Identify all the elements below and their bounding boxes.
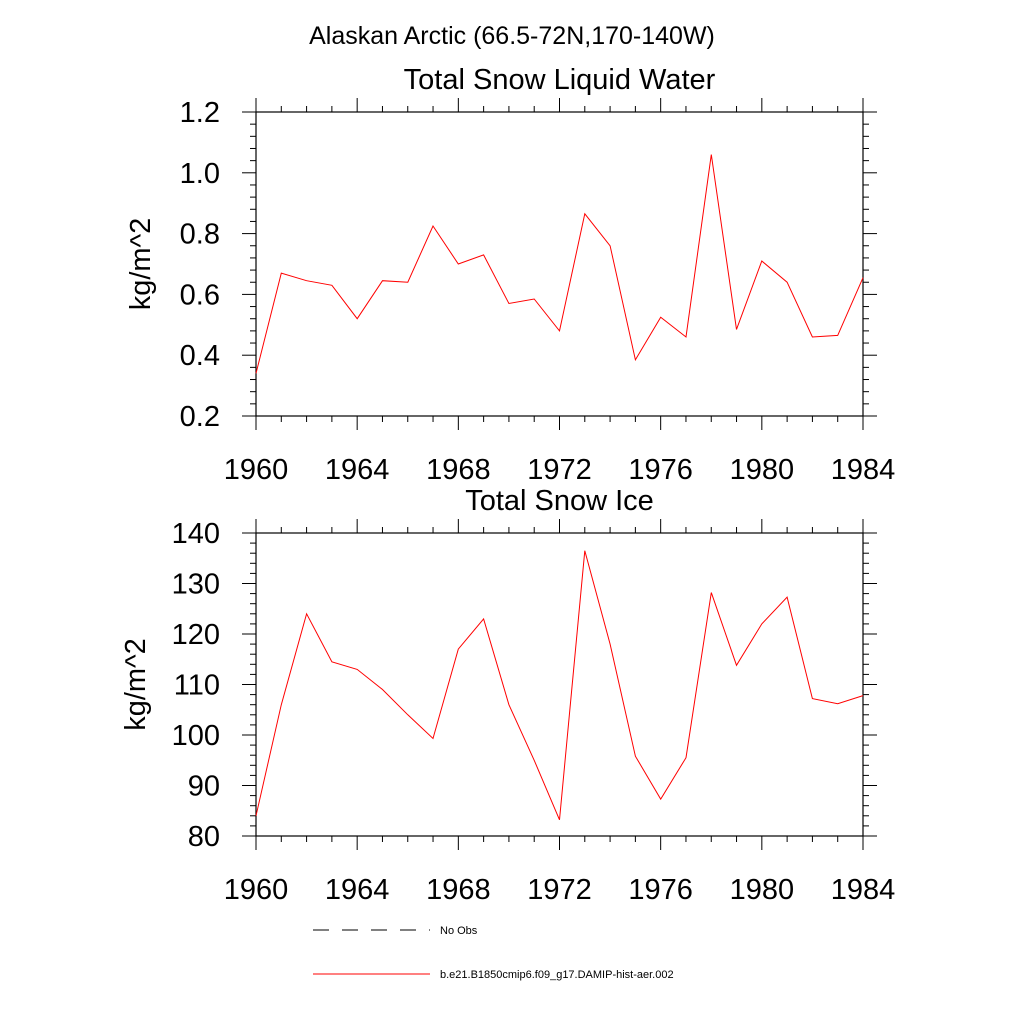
data-point bbox=[356, 669, 358, 671]
data-point bbox=[609, 245, 611, 247]
data-point bbox=[685, 757, 687, 759]
data-point bbox=[280, 704, 282, 706]
x-tick-label: 1984 bbox=[831, 874, 896, 906]
data-point bbox=[255, 815, 257, 817]
data-point bbox=[559, 330, 561, 332]
panel-snow-liquid-water: Total Snow Liquid Water 1960 1964 1968 1972 1… bbox=[125, 64, 895, 486]
data-point bbox=[609, 643, 611, 645]
data-point bbox=[736, 665, 738, 667]
series-line bbox=[255, 550, 864, 820]
x-tick-label: 1960 bbox=[224, 874, 289, 906]
x-tick-label: 1980 bbox=[730, 454, 795, 486]
legend-label-model: b.e21.B1850cmip6.f09_g17.DAMIP-hist-aer.… bbox=[440, 969, 674, 981]
data-point bbox=[382, 280, 384, 282]
data-point bbox=[508, 704, 510, 706]
y-tick-label: 0.2 bbox=[180, 401, 220, 433]
data-point bbox=[382, 689, 384, 691]
y-tick-label: 0.8 bbox=[180, 219, 220, 251]
data-point bbox=[685, 336, 687, 338]
series-line bbox=[255, 154, 864, 374]
data-point bbox=[837, 703, 839, 705]
data-point bbox=[407, 714, 409, 716]
data-point bbox=[432, 225, 434, 227]
data-point bbox=[432, 738, 434, 740]
x-tick-label: 1968 bbox=[426, 874, 491, 906]
legend-label-no-obs: No Obs bbox=[440, 925, 478, 937]
x-tick-label: 1984 bbox=[831, 454, 896, 486]
data-point bbox=[584, 213, 586, 215]
data-point bbox=[812, 336, 814, 338]
data-point bbox=[761, 260, 763, 262]
x-tick-label: 1964 bbox=[325, 874, 390, 906]
legend: No Obs b.e21.B1850cmip6.f09_g17.DAMIP-hi… bbox=[313, 925, 674, 981]
data-point bbox=[533, 759, 535, 761]
panel-snow-ice: Total Snow Ice 1960 1964 1968 1972 1976 1980 19… bbox=[120, 485, 895, 906]
y-tick-label: 140 bbox=[172, 518, 220, 550]
x-tick-label: 1980 bbox=[730, 874, 795, 906]
data-point bbox=[331, 661, 333, 663]
data-point bbox=[458, 263, 460, 265]
x-tick-label: 1972 bbox=[527, 454, 592, 486]
data-point bbox=[710, 592, 712, 594]
y-tick-label: 100 bbox=[172, 720, 220, 752]
data-point bbox=[812, 698, 814, 700]
data-point bbox=[635, 359, 637, 361]
data-point bbox=[508, 303, 510, 305]
data-point bbox=[356, 318, 358, 320]
y-tick-label: 0.6 bbox=[180, 279, 220, 311]
x-tick-label: 1968 bbox=[426, 454, 491, 486]
x-tick-label: 1964 bbox=[325, 454, 390, 486]
data-point bbox=[660, 798, 662, 800]
data-point bbox=[635, 755, 637, 757]
data-point bbox=[306, 613, 308, 615]
x-tick-label: 1972 bbox=[527, 874, 592, 906]
data-point bbox=[761, 623, 763, 625]
y-tick-label: 110 bbox=[174, 670, 220, 702]
y-tick-label: 0.4 bbox=[180, 340, 220, 372]
figure-title: Alaskan Arctic (66.5-72N,170-140W) bbox=[309, 22, 715, 50]
panel-title: Total Snow Ice bbox=[465, 485, 654, 517]
data-point bbox=[407, 281, 409, 283]
y-tick-label: 90 bbox=[188, 771, 220, 803]
data-point bbox=[862, 277, 864, 279]
data-point bbox=[458, 648, 460, 650]
plot-frame bbox=[255, 532, 864, 837]
data-point bbox=[786, 596, 788, 598]
data-point bbox=[533, 298, 535, 300]
panel-title: Total Snow Liquid Water bbox=[404, 64, 716, 96]
data-point bbox=[862, 695, 864, 697]
data-point bbox=[255, 373, 257, 375]
plot-frame bbox=[255, 111, 864, 417]
y-tick-label: 1.2 bbox=[180, 97, 220, 129]
data-point bbox=[483, 618, 485, 620]
data-point bbox=[736, 329, 738, 331]
data-point bbox=[660, 316, 662, 318]
y-tick-label: 80 bbox=[188, 821, 220, 853]
data-point bbox=[559, 819, 561, 821]
data-point bbox=[280, 272, 282, 274]
data-point bbox=[306, 280, 308, 282]
data-point bbox=[786, 281, 788, 283]
data-point bbox=[710, 154, 712, 156]
x-tick-label: 1976 bbox=[628, 874, 693, 906]
y-tick-label: 1.0 bbox=[180, 158, 220, 190]
x-tick-label: 1960 bbox=[224, 454, 289, 486]
y-axis-label: kg/m^2 bbox=[120, 638, 152, 731]
y-tick-label: 120 bbox=[172, 619, 220, 651]
data-point bbox=[331, 284, 333, 286]
data-point bbox=[483, 254, 485, 256]
x-tick-label: 1976 bbox=[628, 454, 693, 486]
data-point bbox=[837, 335, 839, 337]
data-point bbox=[584, 550, 586, 552]
y-axis-label: kg/m^2 bbox=[125, 218, 157, 311]
y-tick-label: 130 bbox=[172, 569, 220, 601]
